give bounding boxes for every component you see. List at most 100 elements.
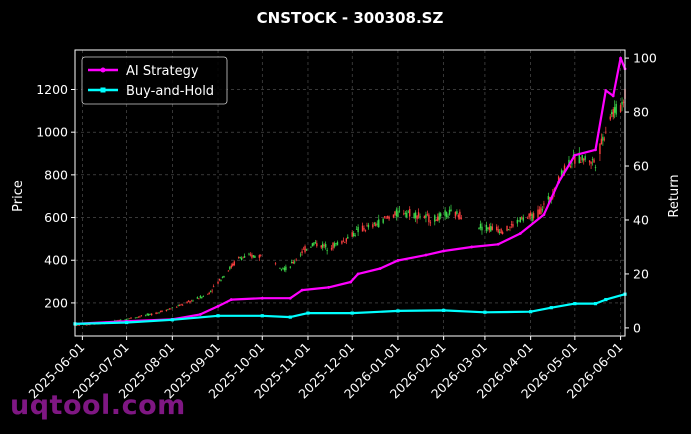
candle-body [139, 316, 141, 318]
y-tick-label-left: 1000 [36, 125, 68, 140]
candle-body [314, 242, 317, 244]
candle-body [357, 226, 359, 233]
candle-body [158, 312, 160, 314]
data-point-buy-and-hold [260, 314, 264, 318]
candle-body [118, 319, 120, 321]
candle-body [376, 223, 378, 225]
candle-body [478, 227, 480, 230]
candle-body [316, 243, 318, 247]
candle-body [243, 255, 246, 258]
y-tick-label-right: 40 [633, 212, 649, 227]
candle-body [392, 214, 395, 218]
candle-body [361, 225, 364, 232]
candle-body [438, 213, 440, 220]
candle-body [367, 224, 370, 228]
candle-body [583, 158, 585, 161]
candle-body [383, 216, 386, 218]
candle-body [249, 254, 252, 256]
candle-body [584, 156, 586, 160]
candle-body [217, 281, 219, 284]
candle-body [140, 315, 143, 317]
candle-body [510, 224, 513, 225]
candle-body [344, 242, 346, 243]
candle-body [487, 227, 489, 230]
data-point-ai-strategy [396, 259, 400, 262]
candle-body [386, 216, 389, 218]
candle-body [285, 266, 287, 271]
data-point-ai-strategy [496, 242, 500, 246]
candle-body [124, 319, 126, 321]
candle-body [388, 216, 390, 220]
candle-body [519, 217, 522, 223]
candle-body [274, 263, 277, 265]
chart-title: CNSTOCK - 300308.SZ [257, 9, 444, 27]
candle-body [407, 211, 409, 213]
plot-frame [74, 49, 626, 337]
candle-body [588, 160, 591, 163]
candle-body [490, 225, 492, 232]
data-point-buy-and-hold [306, 311, 310, 315]
candle-body [330, 248, 333, 250]
candle-body [310, 246, 312, 248]
candle-body [518, 220, 520, 222]
candle-body [192, 300, 194, 302]
candle-body [485, 224, 488, 231]
candle-body [302, 248, 305, 250]
candle-body [128, 318, 131, 320]
candle-body [324, 244, 327, 248]
candle-body [295, 259, 297, 261]
candle-body [332, 242, 334, 249]
candle-body [416, 215, 418, 220]
candle-body [232, 263, 234, 266]
data-point-buy-and-hold [288, 315, 292, 319]
candle-body [497, 229, 499, 233]
candle-body [581, 155, 583, 161]
candle-body [168, 308, 171, 310]
candle-body [304, 246, 306, 253]
candle-body [456, 211, 458, 214]
candle-body [437, 216, 439, 222]
candle-body [622, 101, 625, 103]
candle-body [207, 293, 209, 295]
candle-body [299, 254, 302, 256]
candle-body [571, 163, 573, 165]
candle-body [196, 297, 199, 299]
candle-body [280, 269, 283, 271]
data-point-ai-strategy [518, 232, 522, 235]
candle-body [127, 318, 129, 320]
candle-body [590, 161, 592, 164]
candle-body [372, 224, 374, 228]
candle-body [602, 136, 604, 141]
candle-body [512, 224, 514, 227]
data-point-ai-strategy [198, 313, 202, 316]
candle-body [580, 162, 582, 163]
candle-body [305, 249, 308, 251]
y-axis-label-left: Price [11, 180, 26, 212]
data-point-buy-and-hold [442, 308, 446, 312]
candle-body [426, 214, 429, 216]
candle-body [454, 211, 457, 217]
candle-body [198, 298, 200, 300]
candle-body [351, 232, 353, 237]
candle-body [239, 256, 241, 259]
candle-body [619, 105, 622, 112]
candle-body [403, 213, 405, 215]
candle-body [125, 319, 128, 321]
candle-body [439, 213, 442, 217]
candle-body [382, 218, 384, 223]
data-point-buy-and-hold [549, 306, 553, 310]
data-point-buy-and-hold [125, 320, 129, 325]
candle-body [233, 261, 235, 266]
candle-body [516, 219, 519, 224]
data-point-ai-strategy [378, 267, 382, 270]
candle-body [363, 228, 365, 230]
candle-body [149, 313, 151, 315]
data-point-buy-and-hold [216, 314, 220, 318]
candle-body [227, 270, 230, 272]
data-point-ai-strategy [442, 249, 446, 253]
candle-body [221, 276, 224, 278]
candle-body [283, 267, 286, 271]
candle-body [342, 240, 345, 242]
candle-body [177, 305, 179, 307]
candle-body [428, 214, 430, 223]
